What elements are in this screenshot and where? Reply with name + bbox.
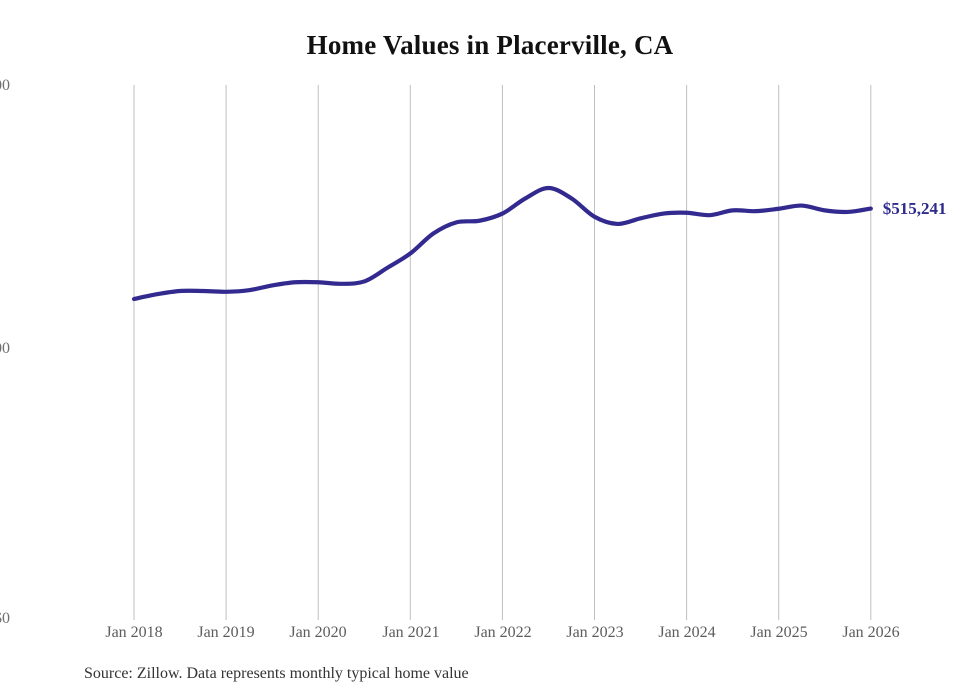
y-axis-tick-label-bottom: $0 [0,610,10,627]
x-axis-tick-label-jan-2024: Jan 2024 [658,624,716,641]
x-axis-tick-label-jan-2019: Jan 2019 [197,624,255,641]
y-axis-tick-label-mid: $335,000 [0,340,10,357]
x-axis-tick-label-jan-2023: Jan 2023 [566,624,624,641]
vertical-gridlines [133,85,872,620]
x-axis-tick-label-jan-2020: Jan 2020 [289,624,347,641]
home-value-series-line [131,185,873,302]
end-value-label: $515,241 [882,198,947,218]
x-axis-tick-label-jan-2026: Jan 2026 [842,624,900,641]
source-note: Source: Zillow. Data represents monthly … [84,665,469,682]
chart-title: Home Values in Placerville, CA [306,30,674,60]
y-axis-tick-label-top: $670,000 [0,77,10,94]
x-axis-tick-label-jan-2021: Jan 2021 [382,624,440,641]
x-axis-tick-label-jan-2022: Jan 2022 [474,624,532,641]
x-axis-tick-label-jan-2018: Jan 2018 [105,624,163,641]
x-axis-tick-label-jan-2025: Jan 2025 [750,624,808,641]
